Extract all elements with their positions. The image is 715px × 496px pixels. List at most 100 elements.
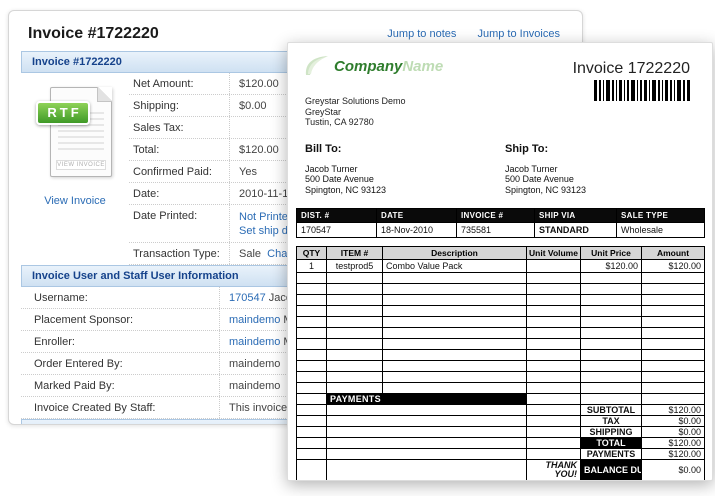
username-label: Username:: [21, 287, 219, 308]
subtotal-label: SUBTOTAL: [581, 405, 642, 416]
payments-value: $120.00: [642, 449, 705, 460]
payments-banner: PAYMENTS: [327, 394, 527, 405]
company-logo: CompanyName: [304, 55, 443, 77]
item-description: Combo Value Pack: [383, 260, 527, 273]
subtotal-row: SUBTOTAL $120.00: [297, 405, 705, 416]
rtf-badge: RTF: [36, 101, 90, 125]
empty-row: [297, 372, 705, 383]
date-printed-label: Date Printed:: [129, 205, 229, 242]
items-header-unit-volume: Unit Volume: [527, 247, 581, 260]
date-label: Date:: [129, 183, 229, 204]
page-fold-corner: [97, 87, 112, 102]
logo-name-text: Name: [402, 58, 443, 75]
marked-paid-by-label: Marked Paid By:: [21, 375, 219, 396]
invoice-preview-card: CompanyName Invoice 1722220 Greystar Sol…: [287, 42, 713, 481]
not-printed-link[interactable]: Not Printed: [239, 211, 294, 223]
info-value-ship-via: STANDARD: [535, 223, 617, 238]
info-header-ship-via: SHIP VIA: [535, 209, 617, 223]
thank-you-note: THANK YOU!: [527, 460, 581, 481]
confirmed-paid-label: Confirmed Paid:: [129, 161, 229, 182]
total-amount: $120.00: [239, 144, 279, 156]
jump-to-notes-link[interactable]: Jump to notes: [387, 28, 456, 40]
leaf-icon: [304, 55, 330, 77]
empty-row: [297, 273, 705, 284]
barcode: [594, 80, 690, 101]
company-address-line: Tustin, CA 92780: [305, 117, 712, 128]
info-header-date: DATE: [377, 209, 457, 223]
page: Jump to notes Jump to Invoices Invoice #…: [0, 0, 715, 496]
empty-row: [297, 383, 705, 394]
enroller-label: Enroller:: [21, 331, 219, 352]
view-invoice-link[interactable]: View Invoice: [44, 195, 106, 207]
enroller-link[interactable]: maindemo: [229, 336, 280, 348]
info-header-sale-type: SALE TYPE: [617, 209, 705, 223]
item-row: 1 testprod5 Combo Value Pack $120.00 $12…: [297, 260, 705, 273]
empty-row: [297, 317, 705, 328]
placement-sponsor-link[interactable]: maindemo: [229, 314, 280, 326]
payments-banner-row: PAYMENTS: [297, 394, 705, 405]
shipping-total-value: $0.00: [642, 427, 705, 438]
info-header-dist: DIST. #: [297, 209, 377, 223]
payments-label: PAYMENTS: [581, 449, 642, 460]
bill-to-line: 500 Date Avenue: [305, 174, 505, 185]
tax-value: $0.00: [642, 416, 705, 427]
bill-to-line: Spington, NC 93123: [305, 185, 505, 196]
item-amount: $120.00: [642, 260, 705, 273]
bill-to-line: Jacob Turner: [305, 164, 505, 175]
empty-row: [297, 361, 705, 372]
grand-total-label: TOTAL: [581, 438, 642, 449]
bill-to-heading: Bill To:: [305, 143, 505, 155]
transaction-type-label: Transaction Type:: [129, 243, 229, 264]
total-row: TOTAL $120.00: [297, 438, 705, 449]
username-id-link[interactable]: 170547: [229, 292, 266, 304]
info-value-sale-type: Wholesale: [617, 223, 705, 238]
logo-company-text: Company: [334, 58, 402, 75]
items-header-unit-price: Unit Price: [581, 247, 642, 260]
balance-due-value: $0.00: [642, 460, 705, 481]
item-unit-price: $120.00: [581, 260, 642, 273]
items-header-amount: Amount: [642, 247, 705, 260]
empty-row: [297, 339, 705, 350]
item-qty: 1: [297, 260, 327, 273]
ship-to-line: 500 Date Avenue: [505, 174, 705, 185]
balance-due-label: BALANCE DUE: [581, 460, 642, 481]
items-header-description: Description: [383, 247, 527, 260]
rtf-file-icon[interactable]: VIEW INVOICE RTF: [36, 87, 114, 179]
invoice-items-table: QTY ITEM # Description Unit Volume Unit …: [296, 246, 705, 481]
shipping-row: SHIPPING $0.00: [297, 427, 705, 438]
jump-links: Jump to notes Jump to Invoices: [369, 28, 560, 40]
company-address-line: GreyStar: [305, 107, 712, 118]
payments-row: PAYMENTS $120.00: [297, 449, 705, 460]
empty-row: [297, 328, 705, 339]
ship-to-line: Jacob Turner: [505, 164, 705, 175]
sales-tax-label: Sales Tax:: [129, 117, 229, 138]
empty-row: [297, 284, 705, 295]
ship-to-line: Spington, NC 93123: [505, 185, 705, 196]
invoice-number: Invoice 1722220: [573, 60, 690, 78]
items-header-qty: QTY: [297, 247, 327, 260]
empty-row: [297, 350, 705, 361]
item-unit-volume: [527, 260, 581, 273]
total-label: Total:: [129, 139, 229, 160]
items-header-item: ITEM #: [327, 247, 383, 260]
info-value-invoice: 735581: [457, 223, 535, 238]
info-value-date: 18-Nov-2010: [377, 223, 457, 238]
ship-to-block: Ship To: Jacob Turner 500 Date Avenue Sp…: [505, 143, 705, 196]
created-by-staff-label: Invoice Created By Staff:: [21, 397, 219, 418]
tax-row: TAX $0.00: [297, 416, 705, 427]
placement-sponsor-label: Placement Sponsor:: [21, 309, 219, 330]
item-number: testprod5: [327, 260, 383, 273]
info-header-invoice: INVOICE #: [457, 209, 535, 223]
grand-total-value: $120.00: [642, 438, 705, 449]
jump-to-invoices-link[interactable]: Jump to Invoices: [477, 28, 560, 40]
bill-to-block: Bill To: Jacob Turner 500 Date Avenue Sp…: [305, 143, 505, 196]
shipping-label: Shipping:: [129, 95, 229, 116]
order-entered-by-label: Order Entered By:: [21, 353, 219, 374]
info-value-dist: 170547: [297, 223, 377, 238]
view-invoice-caption: VIEW INVOICE: [56, 160, 106, 170]
transaction-type-text: Sale: [239, 248, 261, 260]
invoice-info-table: DIST. # DATE INVOICE # SHIP VIA SALE TYP…: [296, 208, 705, 238]
empty-row: [297, 306, 705, 317]
balance-due-row: THANK YOU! BALANCE DUE $0.00: [297, 460, 705, 481]
tax-label: TAX: [581, 416, 642, 427]
